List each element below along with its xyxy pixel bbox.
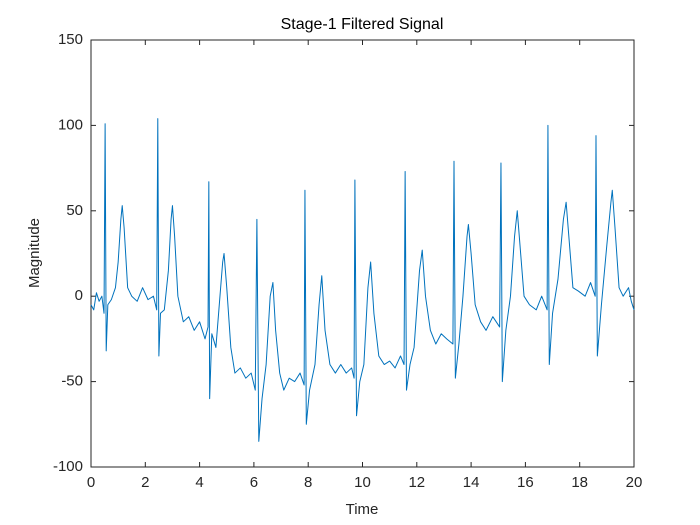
y-tick-label: 100	[58, 116, 83, 133]
x-tick-label: 18	[571, 474, 588, 491]
x-tick-label: 4	[195, 474, 203, 491]
y-tick-label: 0	[75, 287, 83, 304]
x-tick-label: 16	[517, 474, 534, 491]
x-tick-label: 0	[87, 474, 95, 491]
x-tick-label: 12	[408, 474, 425, 491]
x-tick-label: 10	[354, 474, 371, 491]
y-tick-label: -50	[61, 373, 83, 390]
x-tick-label: 6	[250, 474, 258, 491]
x-tick-label: 8	[304, 474, 312, 491]
y-axis-label: Magnitude	[26, 218, 43, 288]
y-tick-label: 50	[66, 202, 83, 219]
x-tick-label: 2	[141, 474, 149, 491]
chart-title: Stage-1 Filtered Signal	[281, 16, 444, 33]
y-tick-label: 150	[58, 31, 83, 48]
x-axis-label: Time	[346, 501, 379, 518]
y-tick-label: -100	[53, 458, 83, 475]
signal-line	[90, 118, 635, 442]
x-tick-label: 14	[463, 474, 480, 491]
x-tick-label: 20	[626, 474, 643, 491]
plot-box	[90, 39, 635, 468]
